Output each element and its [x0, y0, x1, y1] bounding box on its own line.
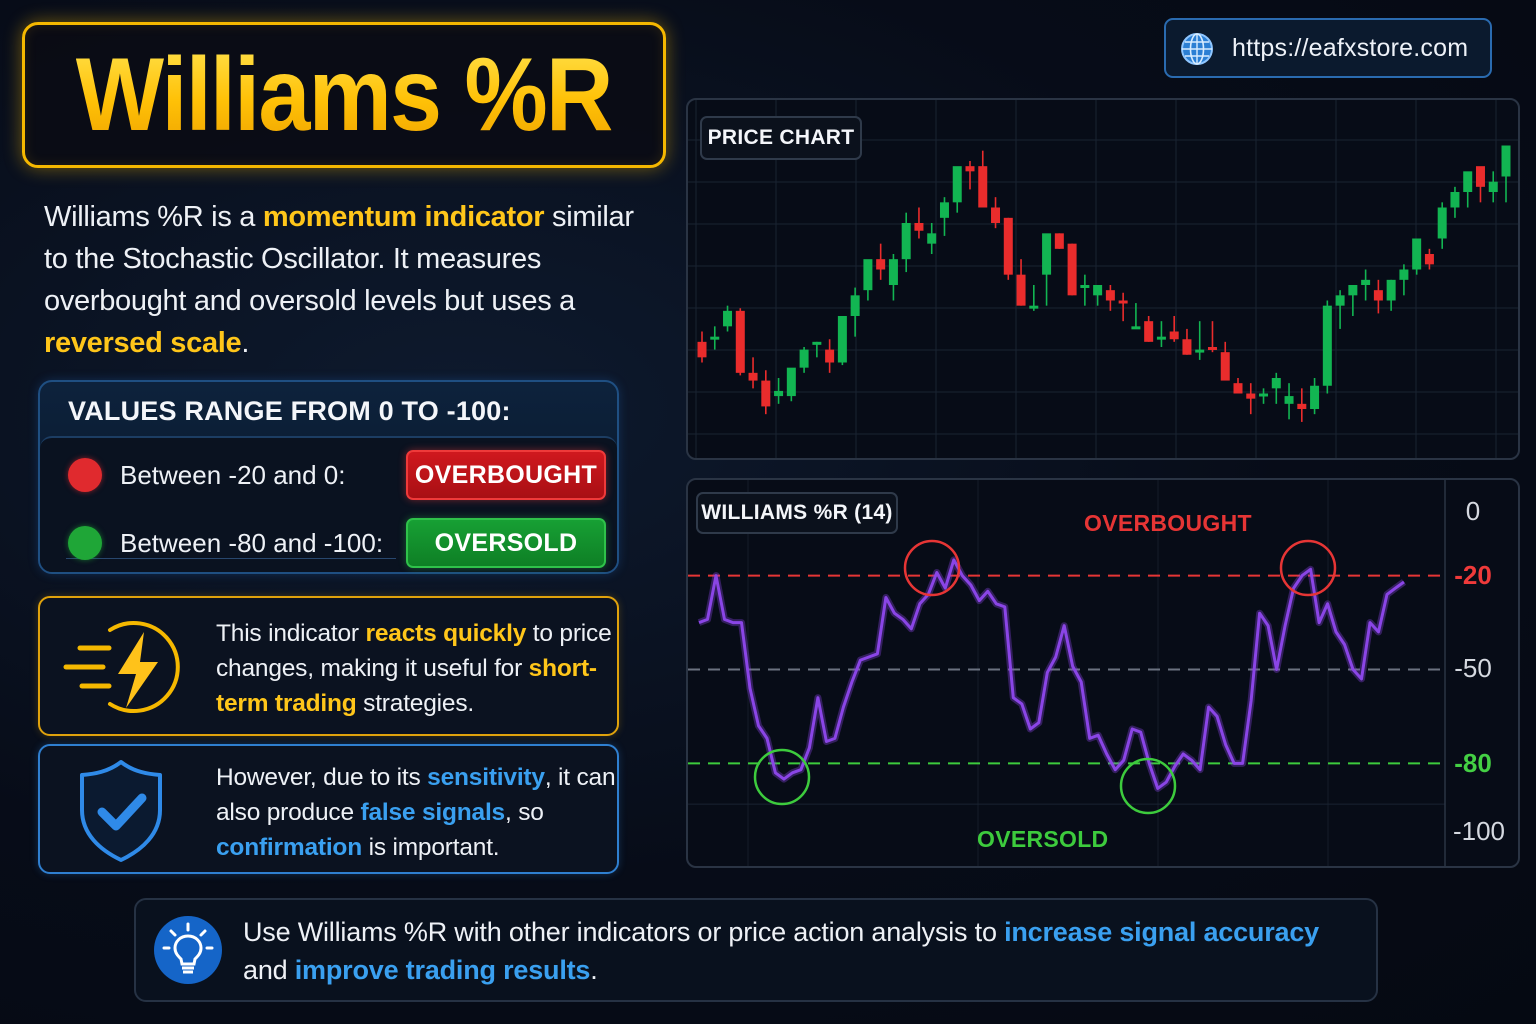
williams-r-line-chart: [688, 480, 1446, 866]
oversold-zone-label: OVERSOLD: [977, 826, 1109, 852]
range-label: Between -20 and 0:: [120, 459, 346, 490]
shield-check-icon: [80, 760, 162, 862]
tip-panel: Use Williams %R with other indicators or…: [134, 898, 1378, 1002]
card-text: However, due to its: [216, 764, 428, 791]
highlight-false-signals: false signals: [360, 799, 506, 826]
range-row-overbought: Between -20 and 0: OVERBOUGHT: [40, 442, 617, 508]
highlight-reacts-quickly: reacts quickly: [365, 620, 527, 647]
price-chart-tag: PRICE CHART: [700, 116, 862, 160]
card-text: to price changes, making it useful for: [216, 620, 612, 682]
axis-label-minus-50: -50: [1454, 653, 1492, 683]
range-row-oversold: Between -80 and -100: OVERSOLD: [40, 510, 617, 576]
williams-r-tag: WILLIAMS %R (14): [696, 492, 898, 534]
intro-text: .: [241, 327, 250, 359]
url-text[interactable]: https://eafxstore.com: [1232, 33, 1469, 62]
highlight-momentum: momentum indicator: [262, 201, 545, 233]
intro-text: similar to the Stochastic Oscillator. It…: [44, 201, 634, 317]
highlight-increase-accuracy: increase signal accuracy: [1004, 917, 1319, 947]
candlestick-chart: [688, 100, 1518, 458]
axis-label-0: 0: [1465, 496, 1481, 526]
range-table: Between -20 and 0: OVERBOUGHT Between -8…: [40, 436, 617, 572]
axis-label-minus-80: -80: [1454, 748, 1492, 778]
card-text: , so: [504, 799, 544, 826]
globe-icon: [1181, 33, 1213, 65]
card-text: , it can also produce: [216, 764, 616, 826]
quick-reaction-card: This indicator reacts quickly to price c…: [38, 596, 619, 736]
highlight-short-term: short-term trading: [216, 655, 597, 717]
price-chart-panel: PRICE CHART: [686, 98, 1520, 460]
overbought-badge: OVERBOUGHT: [406, 450, 606, 500]
red-dot-icon: [68, 458, 102, 492]
lightning-speed-icon: [63, 621, 180, 713]
highlight-confirmation: confirmation: [216, 834, 362, 861]
card-text: strategies.: [356, 690, 474, 717]
highlight-reversed-scale: reversed scale: [44, 327, 242, 359]
highlight-sensitivity: sensitivity: [427, 764, 545, 791]
highlight-improve-results: improve trading results: [294, 955, 591, 985]
oversold-badge: OVERSOLD: [406, 518, 606, 568]
card-text: This indicator: [216, 620, 366, 647]
tip-text: Use Williams %R with other indicators or…: [243, 913, 1363, 989]
quick-reaction-text: This indicator reacts quickly to price c…: [216, 616, 616, 721]
axis-label-minus-100: -100: [1452, 816, 1506, 846]
card-text: is important.: [361, 834, 500, 861]
range-title: VALUES RANGE FROM 0 TO -100:: [68, 396, 511, 426]
overbought-zone-label: OVERBOUGHT: [1084, 510, 1252, 536]
tip-text-part: .: [590, 955, 598, 985]
tip-text-part: and: [243, 955, 295, 985]
intro-text: Williams %R is a: [44, 201, 263, 233]
lightbulb-icon: [154, 916, 222, 984]
title-banner: Williams %R: [22, 22, 666, 168]
values-range-panel: VALUES RANGE FROM 0 TO -100: Between -20…: [38, 380, 619, 574]
website-link[interactable]: https://eafxstore.com: [1164, 18, 1492, 78]
green-dot-icon: [68, 526, 102, 560]
intro-paragraph: Williams %R is a momentum indicator simi…: [44, 196, 664, 364]
false-signals-card: However, due to its sensitivity, it can …: [38, 744, 619, 874]
axis-label-minus-20: -20: [1454, 560, 1492, 590]
range-label: Between -80 and -100:: [120, 527, 384, 558]
false-signals-text: However, due to its sensitivity, it can …: [216, 760, 616, 865]
row-divider: [66, 558, 396, 559]
williams-r-chart-panel: WILLIAMS %R (14) OVERBOUGHT OVERSOLD 0 -…: [686, 478, 1520, 868]
page-title: Williams %R: [76, 37, 614, 153]
tip-text-part: Use Williams %R with other indicators or…: [243, 917, 1005, 947]
